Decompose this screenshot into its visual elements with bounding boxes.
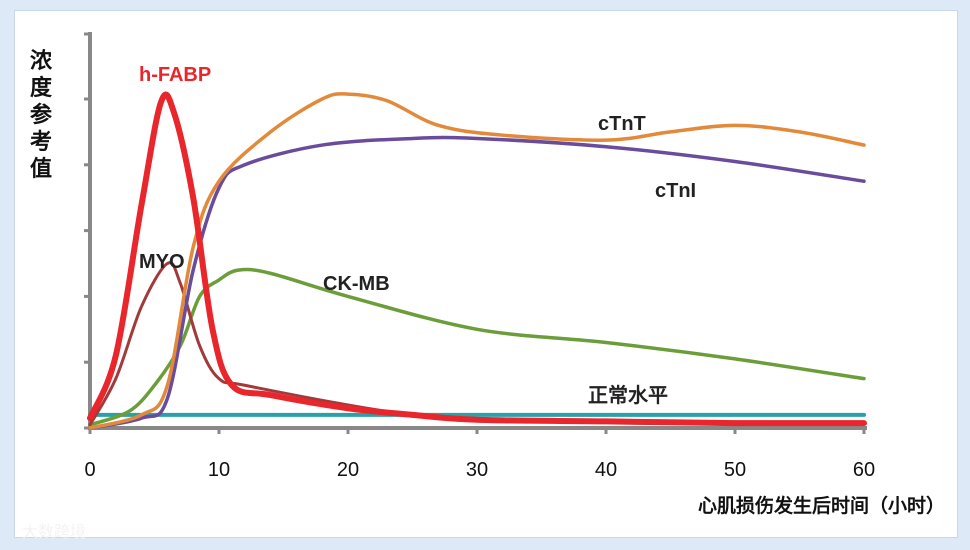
x-ticks: 0 10 20 30 40 50 60 (84, 426, 875, 481)
x-tick-label-50: 50 (724, 459, 746, 481)
x-tick-label-30: 30 (466, 459, 488, 481)
x-tick-label-10: 10 (208, 459, 230, 481)
series-label-0: h-FABP (139, 64, 211, 86)
x-tick-label-0: 0 (84, 459, 95, 481)
series-labels: h-FABP MYO CK-MB cTnT cTnI 正常水平 (139, 64, 696, 407)
series-label-2: CK-MB (323, 273, 390, 295)
series-lines (87, 91, 867, 430)
x-tick-label-20: 20 (337, 459, 359, 481)
series-label-1: MYO (139, 251, 185, 273)
series-line-ctni (88, 135, 866, 430)
y-axis-label: 浓度参考值 (30, 49, 53, 182)
series-line-ck-mb (88, 267, 866, 427)
series-label-3: cTnT (598, 113, 646, 135)
series-line-h-fabp (87, 91, 867, 427)
y-axis-label-text: 浓度参考值 (30, 49, 53, 182)
y-ticks (84, 32, 92, 430)
series-label-4: cTnI (655, 180, 696, 202)
x-axis-label: 心肌损伤发生后时间（小时） (698, 494, 945, 517)
series-line-ctnt (88, 92, 866, 430)
x-tick-label-60: 60 (853, 459, 875, 481)
x-tick-label-40: 40 (595, 459, 617, 481)
series-label-5: 正常水平 (588, 384, 668, 407)
watermark: 大数跨境 (22, 522, 86, 541)
